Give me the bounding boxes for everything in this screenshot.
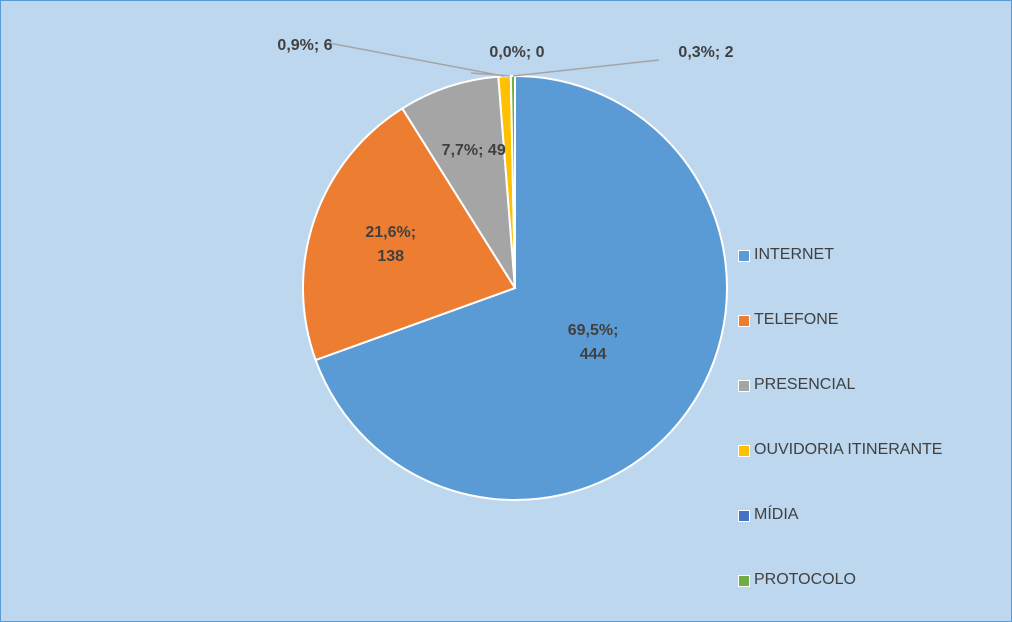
data-label: 0,3%; 2 [678,44,734,61]
leader-line [328,42,505,77]
pie-slice [302,107,517,362]
leader-line [512,59,660,77]
legend-swatch [738,575,750,587]
legend-swatch [738,250,750,262]
legend-label: PRESENCIAL [754,376,856,393]
data-label: 21,6%; 138 [365,224,417,266]
legend-swatch [738,445,750,457]
legend-label: PROTOCOLO [754,571,856,588]
leader-line [470,72,511,77]
legend-swatch [738,315,750,327]
pie-slice [314,74,728,501]
data-label: 0,9%; 6 [277,37,333,54]
legend-label: MÍDIA [754,506,799,523]
legend-label: INTERNET [754,246,834,263]
data-label: 7,7%; 49 [441,142,506,160]
legend-swatch [738,380,750,392]
legend-swatch [738,510,750,522]
legend-label: TELEFONE [754,311,839,328]
data-label: 0,0%; 0 [489,44,545,61]
data-label: 69,5%; 444 [567,321,619,363]
legend-label: OUVIDORIA ITINERANTE [754,441,943,458]
pie-slice [400,75,516,289]
